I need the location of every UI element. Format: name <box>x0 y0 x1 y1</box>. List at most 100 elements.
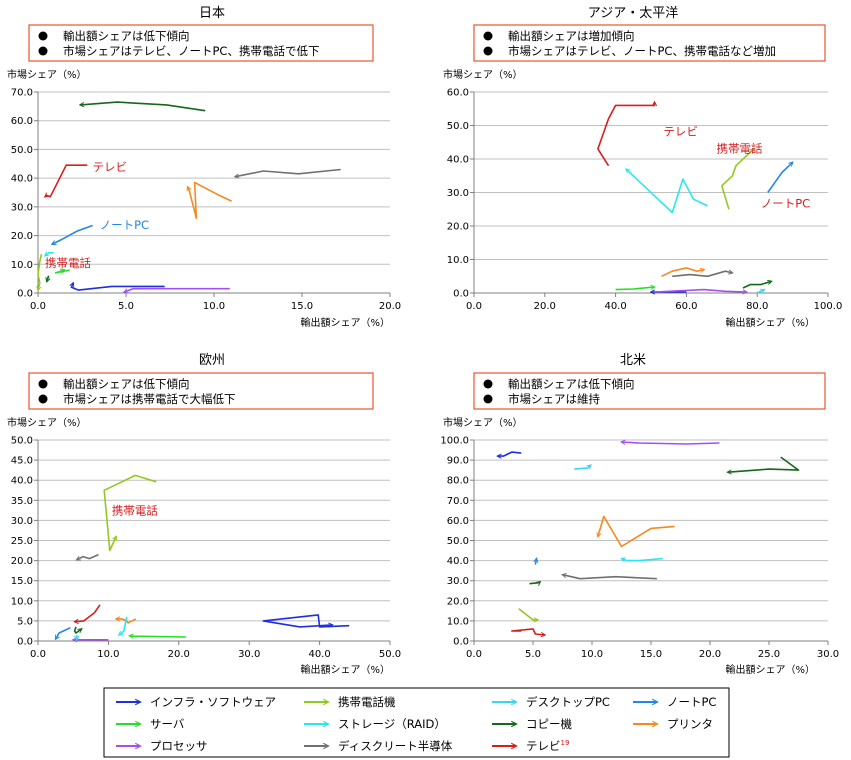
series-line-infra <box>498 451 522 456</box>
legend-label: サーバ <box>150 717 185 731</box>
y-tick-label: 0.0 <box>17 637 33 648</box>
y-tick-label: 90.0 <box>447 456 469 467</box>
note-text: 市場シェアは携帯電話で大幅低下 <box>63 392 236 406</box>
y-tick-label: 50.0 <box>11 436 33 447</box>
y-tick-label: 40.0 <box>11 174 33 185</box>
y-axis-label: 市場シェア（%） <box>443 68 523 81</box>
series-line-tv <box>511 628 545 635</box>
x-tick-label: 30.0 <box>817 649 839 660</box>
note-bullet-icon <box>483 46 493 56</box>
x-tick-label: 40.0 <box>604 301 626 312</box>
series-line-infra <box>262 614 350 627</box>
y-tick-label: 70.0 <box>11 88 33 99</box>
x-tick-label: 10.0 <box>581 649 603 660</box>
series-line-processor <box>654 288 747 292</box>
series-line-server <box>615 287 655 291</box>
x-tick-label: 10.0 <box>97 649 119 660</box>
legend-superscript: 19 <box>561 739 570 747</box>
series-line-copier <box>742 281 771 289</box>
series-line-notepc <box>535 559 536 565</box>
note-bullet-icon <box>483 379 493 389</box>
y-tick-label: 60.0 <box>11 116 33 127</box>
y-tick-label: 20.0 <box>11 556 33 567</box>
note-box <box>28 372 374 410</box>
legend-label: ノートPC <box>667 695 716 709</box>
x-tick-label: 60.0 <box>675 301 697 312</box>
y-tick-label: 25.0 <box>11 536 33 547</box>
annotation-label: テレビ <box>663 125 698 139</box>
series-line-storage <box>119 616 128 635</box>
legend-label: インフラ・ソフトウェア <box>150 695 276 709</box>
y-tick-label: 45.0 <box>11 456 33 467</box>
note-text: 市場シェアはテレビ、ノートPC、携帯電話など増加 <box>508 44 776 58</box>
x-tick-label: 100.0 <box>814 301 843 312</box>
annotation-label: 携帯電話 <box>716 141 762 155</box>
y-tick-label: 0.0 <box>453 289 469 300</box>
annotation-label: 携帯電話 <box>112 503 158 517</box>
note-bullet-icon <box>38 46 48 56</box>
legend-label: テレビ19 <box>526 739 569 753</box>
x-axis-label: 輸出額シェア（%） <box>300 663 390 676</box>
y-tick-label: 80.0 <box>447 476 469 487</box>
note-box <box>28 24 374 62</box>
annotation-label: テレビ <box>93 160 128 174</box>
legend-label: 携帯電話機 <box>338 695 396 709</box>
note-text: 市場シェアはテレビ、ノートPC、携帯電話で低下 <box>63 44 319 58</box>
legend-label: デスクトップPC <box>526 695 610 709</box>
x-tick-label: 5.0 <box>118 301 134 312</box>
series-line-printer <box>661 267 705 278</box>
x-tick-label: 30.0 <box>238 649 260 660</box>
x-tick-label: 20.0 <box>534 301 556 312</box>
y-tick-label: 30.0 <box>11 516 33 527</box>
note-bullet-icon <box>483 31 493 41</box>
chart-title: 日本 <box>199 6 225 21</box>
x-tick-label: 25.0 <box>758 649 780 660</box>
y-axis-label: 市場シェア（%） <box>7 68 87 81</box>
series-line-discrete <box>235 168 341 177</box>
x-tick-label: 20.0 <box>699 649 721 660</box>
note-bullet-icon <box>38 31 48 41</box>
x-tick-label: 20.0 <box>379 301 401 312</box>
y-tick-label: 30.0 <box>447 188 469 199</box>
series-line-desktop <box>756 290 764 294</box>
y-tick-label: 20.0 <box>11 231 33 242</box>
series-line-notepc <box>52 224 93 245</box>
chart-panel-1: アジア・太平洋輸出額シェアは増加傾向市場シェアはテレビ、ノートPC、携帯電話など… <box>443 6 842 329</box>
note-text: 輸出額シェアは低下傾向 <box>63 29 190 43</box>
series-line-server <box>130 636 186 637</box>
y-tick-label: 30.0 <box>11 202 33 213</box>
series-line-notepc <box>767 162 793 193</box>
series-line-printer <box>598 515 675 548</box>
y-tick-label: 10.0 <box>11 260 33 271</box>
series-line-storage <box>622 559 663 561</box>
y-tick-label: 10.0 <box>447 616 469 627</box>
series-line-mobile <box>103 474 157 552</box>
series-line-mobile <box>518 608 538 620</box>
series-line-discrete <box>77 553 99 561</box>
legend-label: ディスクリート半導体 <box>338 739 453 753</box>
y-tick-label: 50.0 <box>447 121 469 132</box>
x-tick-label: 80.0 <box>746 301 768 312</box>
y-tick-label: 30.0 <box>447 576 469 587</box>
series-line-copier <box>80 101 206 112</box>
y-tick-label: 40.0 <box>447 556 469 567</box>
series-line-printer <box>188 181 232 220</box>
y-tick-label: 5.0 <box>17 616 33 627</box>
legend: インフラ・ソフトウェア 携帯電話機 デスクトップPC ノートPC サーバ ストレージ（RA… <box>103 687 730 758</box>
chart-panel-0: 日本輸出額シェアは低下傾向市場シェアはテレビ、ノートPC、携帯電話で低下市場シェ… <box>7 6 401 329</box>
x-tick-label: 50.0 <box>379 649 401 660</box>
note-bullet-icon <box>483 394 493 404</box>
x-tick-label: 15.0 <box>640 649 662 660</box>
legend-label: プロセッサ <box>150 739 208 753</box>
x-tick-label: 20.0 <box>168 649 190 660</box>
x-tick-label: 0.0 <box>30 301 46 312</box>
series-line-discrete <box>563 575 657 580</box>
series-line-notepc <box>56 626 71 639</box>
x-tick-label: 0.0 <box>466 649 482 660</box>
legend-label: ストレージ（RAID） <box>338 717 446 731</box>
x-tick-label: 15.0 <box>291 301 313 312</box>
y-tick-label: 0.0 <box>17 289 33 300</box>
y-tick-label: 10.0 <box>447 255 469 266</box>
y-tick-label: 100.0 <box>440 436 469 447</box>
